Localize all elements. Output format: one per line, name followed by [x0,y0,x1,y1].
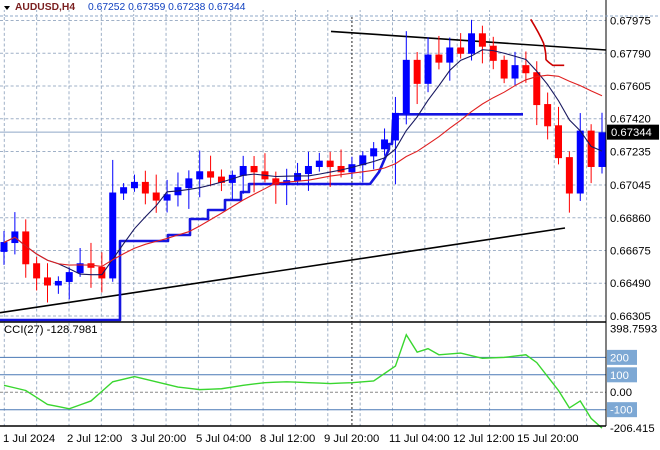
svg-text:CCI(27) -128.7981: CCI(27) -128.7981 [4,324,98,336]
svg-text:5 Jul 04:00: 5 Jul 04:00 [196,433,251,445]
svg-text:-100: -100 [610,405,633,417]
svg-text:0.00: 0.00 [610,387,632,399]
svg-text:0.67045: 0.67045 [610,180,651,192]
svg-text:0.66490: 0.66490 [610,278,651,290]
svg-text:0.67605: 0.67605 [610,81,651,93]
svg-text:2 Jul 12:00: 2 Jul 12:00 [67,433,122,445]
svg-text:-206.415: -206.415 [610,423,655,435]
svg-text:398.7593: 398.7593 [610,324,657,336]
svg-text:0.67790: 0.67790 [610,48,651,60]
svg-text:0.67252 0.67359 0.67238 0.6734: 0.67252 0.67359 0.67238 0.67344 [88,2,246,13]
svg-text:200: 200 [610,352,629,364]
svg-text:11 Jul 04:00: 11 Jul 04:00 [389,433,450,445]
svg-text:0.66675: 0.66675 [610,246,651,258]
svg-text:1 Jul 2024: 1 Jul 2024 [3,433,55,445]
svg-text:9 Jul 20:00: 9 Jul 20:00 [324,433,379,445]
svg-text:AUDUSD,H4: AUDUSD,H4 [15,2,75,13]
svg-text:8 Jul 12:00: 8 Jul 12:00 [260,433,315,445]
svg-text:3 Jul 20:00: 3 Jul 20:00 [131,433,186,445]
svg-text:0.67344: 0.67344 [611,127,652,139]
svg-text:0.67420: 0.67420 [610,114,651,126]
svg-text:15 Jul 20:00: 15 Jul 20:00 [517,433,579,445]
svg-text:0.67235: 0.67235 [610,146,651,158]
svg-text:0.66860: 0.66860 [610,213,651,225]
svg-text:100: 100 [610,370,629,382]
svg-text:0.67975: 0.67975 [610,16,651,28]
svg-text:12 Jul 12:00: 12 Jul 12:00 [453,433,515,445]
svg-text:0.66305: 0.66305 [610,311,651,323]
